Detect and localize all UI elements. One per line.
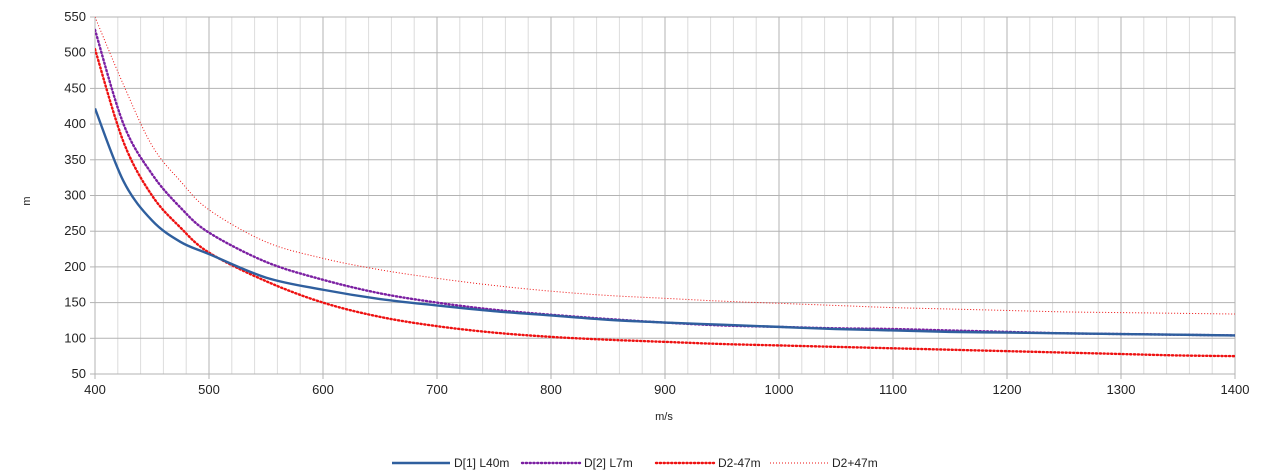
x-tick-label: 800	[540, 382, 562, 397]
y-tick-label: 400	[64, 116, 86, 131]
y-tick-label: 100	[64, 330, 86, 345]
x-tick-label: 1400	[1221, 382, 1250, 397]
legend: D[1] L40m D[2] L7m D2-47m D2+47m	[392, 456, 878, 470]
legend-label-1: D[1] L40m	[454, 456, 509, 470]
x-axis-title: m/s	[655, 411, 673, 423]
series-line-3	[95, 47, 1235, 358]
series-layer	[95, 16, 1235, 358]
y-tick-label: 550	[64, 9, 86, 24]
y-tick-label: 350	[64, 152, 86, 167]
x-tick-label: 400	[84, 382, 106, 397]
y-tick-label: 150	[64, 295, 86, 310]
y-tick-label: 450	[64, 80, 86, 95]
x-tick-label: 500	[198, 382, 220, 397]
major-gridlines	[94, 16, 1236, 375]
y-tick-label: 500	[64, 45, 86, 60]
x-tick-label: 1300	[1107, 382, 1136, 397]
legend-label-3: D2-47m	[718, 456, 761, 470]
y-axis-ticks: 50 100 150 200 250 300 350 400 450 500 550	[64, 9, 95, 381]
series-line-1	[95, 107, 1235, 337]
legend-label-2: D[2] L7m	[584, 456, 633, 470]
y-tick-label: 250	[64, 223, 86, 238]
x-tick-label: 1100	[879, 382, 907, 397]
x-tick-label: 1000	[765, 382, 794, 397]
y-tick-label: 200	[64, 259, 86, 274]
x-tick-label: 700	[426, 382, 448, 397]
x-tick-label: 600	[312, 382, 334, 397]
y-tick-label: 50	[72, 366, 86, 381]
x-tick-label: 1200	[993, 382, 1022, 397]
legend-label-4: D2+47m	[832, 456, 878, 470]
x-axis-ticks: 400 500 600 700 800 900 1000 1100 1200 1300 1400	[84, 374, 1249, 397]
x-tick-label: 900	[654, 382, 676, 397]
y-axis-title: m	[21, 196, 33, 205]
y-tick-label: 300	[64, 188, 86, 203]
